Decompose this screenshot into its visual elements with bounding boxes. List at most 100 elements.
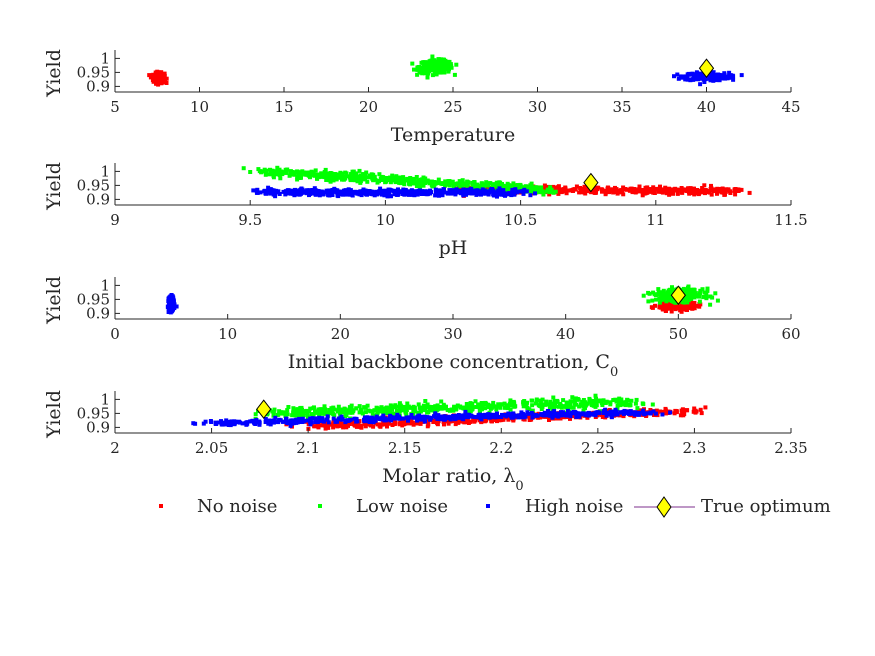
- point-no-noise: [148, 75, 153, 80]
- point-no-noise: [658, 187, 663, 192]
- point-no-noise: [672, 303, 677, 308]
- point-high-noise: [318, 189, 323, 194]
- point-low-noise: [470, 182, 475, 187]
- point-low-noise: [277, 173, 282, 178]
- point-high-noise: [642, 412, 647, 417]
- point-high-noise: [702, 80, 707, 84]
- point-low-noise: [415, 67, 420, 72]
- point-low-noise: [650, 402, 655, 407]
- point-low-noise: [685, 300, 690, 305]
- point-low-noise: [512, 402, 517, 407]
- point-low-noise: [292, 413, 297, 418]
- point-low-noise: [400, 179, 405, 184]
- point-high-noise: [174, 304, 179, 309]
- point-no-noise: [747, 190, 752, 195]
- point-low-noise: [601, 398, 606, 403]
- point-low-noise: [322, 171, 327, 176]
- point-low-noise: [365, 403, 370, 408]
- point-low-noise: [464, 402, 469, 406]
- point-low-noise: [359, 408, 364, 413]
- point-low-noise: [664, 299, 669, 304]
- point-low-noise: [492, 182, 497, 187]
- point-low-noise: [323, 411, 328, 416]
- point-low-noise: [667, 287, 672, 292]
- x-tick-label: 11.5: [774, 211, 807, 229]
- point-low-noise: [687, 291, 692, 295]
- point-low-noise: [635, 406, 640, 411]
- point-high-noise: [284, 416, 288, 421]
- point-high-noise: [371, 419, 376, 424]
- point-low-noise: [624, 399, 629, 404]
- point-low-noise: [435, 181, 440, 185]
- point-low-noise: [451, 184, 456, 189]
- point-high-noise: [433, 411, 438, 416]
- point-no-noise: [686, 303, 691, 308]
- x-tick-label: 2.3: [682, 439, 706, 457]
- point-low-noise: [317, 413, 322, 418]
- point-no-noise: [703, 405, 708, 410]
- point-low-noise: [357, 168, 362, 173]
- point-low-noise: [302, 170, 307, 175]
- point-high-noise: [397, 416, 402, 421]
- point-no-noise: [690, 306, 695, 311]
- legend-label-true-optimum: True optimum: [701, 496, 831, 517]
- point-high-noise: [521, 189, 526, 193]
- point-no-noise: [623, 187, 628, 191]
- point-high-noise: [321, 192, 326, 197]
- point-low-noise: [248, 170, 253, 174]
- y-tick-label: 1: [100, 49, 110, 67]
- point-low-noise: [420, 71, 425, 76]
- point-low-noise: [535, 187, 540, 192]
- point-no-noise: [678, 308, 683, 313]
- point-low-noise: [449, 407, 454, 412]
- point-low-noise: [380, 177, 385, 182]
- point-low-noise: [415, 72, 420, 77]
- point-low-noise: [594, 403, 599, 408]
- point-no-noise: [352, 423, 357, 428]
- point-low-noise: [590, 402, 595, 407]
- point-high-noise: [216, 420, 221, 425]
- point-low-noise: [402, 182, 407, 187]
- point-low-noise: [285, 408, 290, 413]
- point-high-noise: [668, 410, 673, 415]
- point-high-noise: [358, 189, 362, 194]
- point-high-noise: [286, 188, 291, 193]
- point-low-noise: [439, 406, 444, 411]
- point-no-noise: [313, 424, 317, 429]
- point-high-noise: [660, 412, 665, 417]
- point-high-noise: [294, 192, 299, 197]
- point-high-noise: [480, 191, 485, 196]
- point-low-noise: [442, 70, 447, 75]
- point-low-noise: [257, 169, 262, 174]
- point-high-noise: [347, 192, 351, 197]
- point-low-noise: [384, 176, 389, 180]
- point-high-noise: [540, 413, 545, 417]
- point-high-noise: [266, 185, 271, 190]
- point-low-noise: [423, 61, 428, 66]
- point-low-noise: [470, 403, 475, 408]
- x-axis-title-subscript: 0: [515, 479, 523, 494]
- point-high-noise: [281, 419, 285, 424]
- point-no-noise: [650, 305, 655, 310]
- point-low-noise: [683, 295, 688, 300]
- point-no-noise: [390, 423, 395, 427]
- point-high-noise: [229, 421, 234, 426]
- point-low-noise: [420, 180, 425, 185]
- point-no-noise: [375, 422, 380, 427]
- point-no-noise: [403, 421, 408, 426]
- point-high-noise: [608, 410, 613, 415]
- point-low-noise: [270, 409, 275, 414]
- point-low-noise: [713, 291, 718, 296]
- point-low-noise: [403, 410, 408, 415]
- point-low-noise: [529, 398, 534, 403]
- point-high-noise: [252, 420, 256, 425]
- point-high-noise: [343, 188, 348, 193]
- point-low-noise: [571, 405, 576, 410]
- point-high-noise: [168, 297, 173, 302]
- point-low-noise: [405, 178, 410, 182]
- point-low-noise: [574, 402, 578, 407]
- point-low-noise: [376, 178, 381, 183]
- point-high-noise: [695, 74, 699, 79]
- point-no-noise: [670, 187, 675, 192]
- point-low-noise: [312, 172, 317, 177]
